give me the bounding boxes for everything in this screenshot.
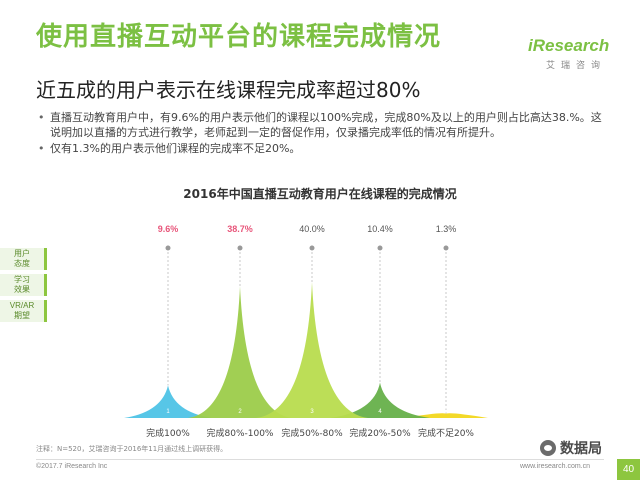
value-label: 9.6% bbox=[158, 224, 179, 234]
page-number: 40 bbox=[617, 459, 640, 480]
value-label: 38.7% bbox=[227, 224, 253, 234]
bullet-item: 仅有1.3%的用户表示他们课程的完成率不足20%。 bbox=[36, 141, 604, 156]
watermark-text: 数据局 bbox=[560, 441, 602, 457]
peak-1 bbox=[124, 385, 212, 418]
iresearch-logo: iResearch 艾瑞咨询 bbox=[528, 36, 610, 76]
peak-index: 4 bbox=[378, 409, 382, 415]
peak-index: 2 bbox=[238, 409, 242, 415]
guide-dot bbox=[237, 245, 243, 251]
page-title: 使用直播互动平台的课程完成情况 bbox=[36, 22, 442, 52]
side-tab-learning-effect[interactable]: 学习 效果 bbox=[0, 274, 47, 296]
peak-3 bbox=[256, 282, 368, 418]
category-label: 完成100% bbox=[146, 427, 190, 439]
side-nav: 用户 态度 学习 效果 VR/AR 期望 bbox=[0, 248, 47, 326]
logo-text: iResearch bbox=[528, 36, 610, 55]
side-tab-label: 学习 bbox=[14, 275, 30, 284]
peak-index: 1 bbox=[166, 409, 170, 415]
peak-2 bbox=[188, 286, 292, 418]
side-tab-label: 用户 bbox=[14, 249, 30, 258]
value-label: 40.0% bbox=[299, 224, 325, 234]
peak-index: 5 bbox=[444, 409, 448, 415]
guide-dot bbox=[165, 245, 171, 251]
chart-title: 2016年中国直播互动教育用户在线课程的完成情况 bbox=[183, 187, 457, 201]
side-tab-label: VR/AR bbox=[9, 301, 35, 310]
guide-dot bbox=[377, 245, 383, 251]
side-tab-label: 态度 bbox=[14, 259, 30, 268]
peak-index: 3 bbox=[310, 409, 314, 415]
category-label: 完成50%-80% bbox=[281, 427, 343, 439]
guide-dot bbox=[309, 245, 315, 251]
watermark: 数据局 bbox=[540, 438, 602, 458]
bullet-list: 直播互动教育用户中，有9.6%的用户表示他们的课程以100%完成，完成80%及以… bbox=[36, 110, 604, 157]
value-label: 10.4% bbox=[367, 224, 393, 234]
side-tab-label: 期望 bbox=[14, 311, 30, 320]
footnote: 注释：N=520，艾瑞咨询于2016年11月通过线上调研获得。 bbox=[36, 445, 228, 453]
side-tab-user-attitude[interactable]: 用户 态度 bbox=[0, 248, 47, 270]
wechat-icon bbox=[540, 440, 556, 456]
category-label: 完成20%-50% bbox=[349, 427, 411, 439]
side-tab-vr-ar-expectation[interactable]: VR/AR 期望 bbox=[0, 300, 47, 322]
peak-5 bbox=[404, 413, 488, 418]
website-url: www.iresearch.com.cn bbox=[520, 463, 591, 470]
page-subtitle: 近五成的用户表示在线课程完成率超过80% bbox=[36, 78, 421, 102]
category-label: 完成不足20% bbox=[418, 427, 474, 439]
category-label: 完成80%-100% bbox=[207, 427, 274, 439]
bullet-item: 直播互动教育用户中，有9.6%的用户表示他们的课程以100%完成，完成80%及以… bbox=[36, 110, 604, 140]
footer-divider bbox=[36, 459, 604, 460]
side-tab-label: 效果 bbox=[14, 285, 30, 294]
copyright: ©2017.7 iResearch Inc bbox=[36, 463, 108, 470]
peak-4 bbox=[330, 382, 430, 418]
value-label: 1.3% bbox=[436, 224, 457, 234]
logo-subtext: 艾瑞咨询 bbox=[546, 60, 607, 70]
guide-dot bbox=[443, 245, 449, 251]
